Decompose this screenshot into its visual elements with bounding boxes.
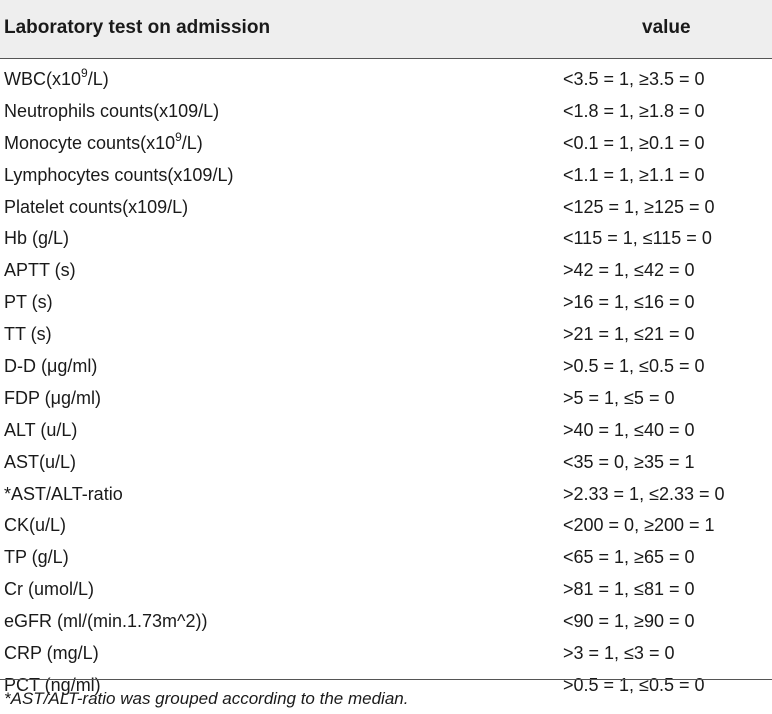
test-name: D-D (μg/ml)	[4, 356, 98, 377]
superscript: 9	[175, 129, 182, 144]
test-value: >42 = 1, ≤42 = 0	[563, 260, 695, 281]
test-value: <115 = 1, ≤115 = 0	[563, 228, 712, 249]
table-row: Platelet counts(x109/L) <125 = 1, ≥125 =…	[0, 192, 772, 224]
table-row: eGFR (ml/(min.1.73m^2)) <90 = 1, ≥90 = 0	[0, 606, 772, 638]
test-name: ALT (u/L)	[4, 419, 78, 440]
test-value: <35 = 0, ≥35 = 1	[563, 451, 695, 472]
header-rule	[0, 58, 772, 59]
test-value: >0.5 = 1, ≤0.5 = 0	[563, 674, 705, 695]
test-name-part: Monocyte counts(x10	[4, 132, 176, 153]
test-value: <3.5 = 1, ≥3.5 = 0	[563, 69, 705, 89]
table-row: ALT (u/L) >40 = 1, ≤40 = 0	[0, 415, 772, 447]
test-name: PT (s)	[4, 292, 53, 313]
table-footnote: *AST/ALT-ratio was grouped according to …	[4, 689, 409, 708]
test-name-part: /L)	[87, 69, 109, 89]
table-row: FDP (μg/ml) >5 = 1, ≤5 = 0	[0, 383, 772, 415]
test-value: >0.5 = 1, ≤0.5 = 0	[563, 356, 705, 377]
superscript: 9	[81, 66, 88, 80]
test-value: >2.33 = 1, ≤2.33 = 0	[563, 483, 725, 504]
test-name: eGFR (ml/(min.1.73m^2))	[4, 611, 208, 632]
test-name: APTT (s)	[4, 260, 76, 281]
test-value: <1.8 = 1, ≥1.8 = 0	[563, 100, 705, 121]
test-name: Neutrophils counts(x109/L)	[4, 100, 220, 121]
test-value: <65 = 1, ≥65 = 0	[563, 547, 695, 568]
test-name: CK(u/L)	[4, 515, 67, 536]
table-row: PT (s) >16 = 1, ≤16 = 0	[0, 287, 772, 319]
test-name: *AST/ALT-ratio	[4, 483, 123, 504]
test-name: TT (s)	[4, 324, 52, 345]
table-row: D-D (μg/ml) >0.5 = 1, ≤0.5 = 0	[0, 351, 772, 383]
test-name: AST(u/L)	[4, 451, 77, 472]
test-value: <1.1 = 1, ≥1.1 = 0	[563, 164, 705, 185]
test-name: Platelet counts(x109/L)	[4, 196, 189, 217]
test-value: <200 = 0, ≥200 = 1	[563, 515, 715, 536]
test-name-part: WBC(x10	[4, 69, 82, 89]
table-row: Lymphocytes counts(x109/L) <1.1 = 1, ≥1.…	[0, 160, 772, 192]
header-test-label: Laboratory test on admission	[4, 17, 271, 38]
header-value-label: value	[642, 17, 691, 38]
table-row: CK(u/L) <200 = 0, ≥200 = 1	[0, 510, 772, 542]
bottom-rule	[0, 679, 772, 680]
table-row: *AST/ALT-ratio >2.33 = 1, ≤2.33 = 0	[0, 479, 772, 511]
test-value: <0.1 = 1, ≥0.1 = 0	[563, 132, 705, 153]
table-row: Monocyte counts(x109/L) <0.1 = 1, ≥0.1 =…	[0, 128, 772, 160]
table-row: TP (g/L) <65 = 1, ≥65 = 0	[0, 542, 772, 574]
test-name: Monocyte counts(x109/L)	[4, 128, 203, 160]
test-value: >16 = 1, ≤16 = 0	[563, 292, 695, 313]
table-row: Hb (g/L) <115 = 1, ≤115 = 0	[0, 223, 772, 255]
test-value: <90 = 1, ≥90 = 0	[563, 611, 695, 632]
test-name: TP (g/L)	[4, 547, 69, 568]
test-value: >3 = 1, ≤3 = 0	[563, 643, 675, 664]
table-row: Cr (umol/L) >81 = 1, ≤81 = 0	[0, 574, 772, 606]
table-row: Neutrophils counts(x109/L) <1.8 = 1, ≥1.…	[0, 96, 772, 128]
table-row: WBC(x109/L) <3.5 = 1, ≥3.5 = 0	[0, 64, 772, 96]
test-value: >21 = 1, ≤21 = 0	[563, 324, 695, 345]
table-row: AST(u/L) <35 = 0, ≥35 = 1	[0, 447, 772, 479]
test-name: FDP (μg/ml)	[4, 387, 102, 408]
test-name-part: /L)	[181, 132, 203, 153]
table-header: Laboratory test on admission value	[0, 0, 772, 58]
test-name: WBC(x109/L)	[4, 64, 109, 96]
test-name: Cr (umol/L)	[4, 579, 95, 600]
test-name: Hb (g/L)	[4, 228, 70, 249]
test-value: >40 = 1, ≤40 = 0	[563, 419, 695, 440]
table-row: TT (s) >21 = 1, ≤21 = 0	[0, 319, 772, 351]
table-body: WBC(x109/L) <3.5 = 1, ≥3.5 = 0 Neutrophi…	[0, 64, 772, 702]
test-value: >81 = 1, ≤81 = 0	[563, 579, 695, 600]
test-value: >5 = 1, ≤5 = 0	[563, 387, 675, 408]
test-name: Lymphocytes counts(x109/L)	[4, 164, 234, 185]
table-row: APTT (s) >42 = 1, ≤42 = 0	[0, 255, 772, 287]
test-value: <125 = 1, ≥125 = 0	[563, 196, 715, 217]
table-row: CRP (mg/L) >3 = 1, ≤3 = 0	[0, 638, 772, 670]
test-name: CRP (mg/L)	[4, 643, 99, 664]
